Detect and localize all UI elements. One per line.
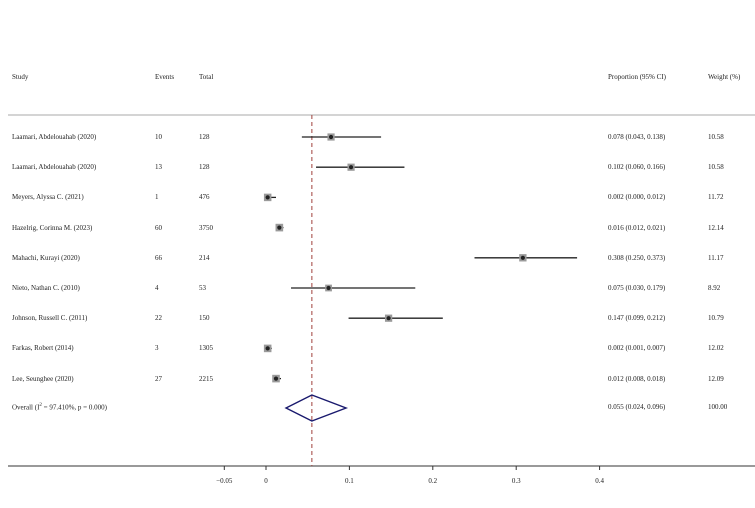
point-estimate bbox=[328, 134, 334, 140]
study-ci: 0.002 (0.000, 0.012) bbox=[608, 193, 666, 202]
study-events: 4 bbox=[155, 284, 159, 292]
study-total: 2215 bbox=[199, 374, 213, 383]
study-total: 3750 bbox=[199, 223, 213, 232]
study-total: 128 bbox=[199, 133, 210, 141]
study-weight: 10.79 bbox=[708, 314, 724, 323]
study-name: Hazelrig, Corinna M. (2023) bbox=[12, 223, 93, 232]
study-name: Meyers, Alyssa C. (2021) bbox=[12, 193, 84, 202]
study-total: 53 bbox=[199, 284, 206, 292]
overall-diamond bbox=[284, 394, 349, 422]
header-events: Events bbox=[155, 73, 175, 81]
study-ci: 0.078 (0.043, 0.138) bbox=[608, 133, 666, 141]
study-ci: 0.002 (0.001, 0.007) bbox=[608, 344, 666, 353]
point-estimate bbox=[386, 316, 391, 321]
point-estimate bbox=[520, 255, 525, 260]
header-weight: Weight (%) bbox=[708, 73, 741, 81]
point-estimate bbox=[326, 285, 331, 291]
study-total: 150 bbox=[199, 314, 210, 323]
study-ci: 0.308 (0.250, 0.373) bbox=[608, 253, 666, 262]
study-total: 128 bbox=[199, 163, 210, 172]
overall-weight: 100.00 bbox=[708, 403, 728, 411]
point-estimate bbox=[348, 165, 354, 170]
study-weight: 11.17 bbox=[708, 253, 724, 262]
x-tick-label: −0.05 bbox=[216, 477, 233, 485]
study-weight: 12.09 bbox=[708, 374, 724, 383]
study-total: 214 bbox=[199, 253, 210, 262]
study-ci: 0.102 (0.060, 0.166) bbox=[608, 163, 666, 172]
study-events: 27 bbox=[155, 374, 162, 383]
x-tick-label: 0.3 bbox=[512, 477, 521, 485]
x-tick-label: 0.4 bbox=[595, 477, 604, 485]
study-events: 60 bbox=[155, 223, 162, 232]
study-name: Lee, Seunghee (2020) bbox=[12, 374, 74, 383]
point-estimate bbox=[277, 225, 282, 230]
header-proportion-ci: Proportion (95% CI) bbox=[608, 73, 666, 81]
study-weight: 10.58 bbox=[708, 163, 724, 172]
study-weight: 11.72 bbox=[708, 193, 724, 202]
point-estimate bbox=[265, 346, 270, 351]
overall-ci: 0.055 (0.024, 0.096) bbox=[608, 403, 666, 411]
study-events: 10 bbox=[155, 133, 162, 141]
overall-label-prefix: Overall (I bbox=[12, 403, 40, 412]
x-tick-label: 0 bbox=[264, 477, 268, 485]
study-events: 13 bbox=[155, 163, 162, 172]
study-name: Nieto, Nathan C. (2010) bbox=[12, 284, 80, 292]
study-ci: 0.147 (0.099, 0.212) bbox=[608, 314, 666, 323]
x-tick-label: 0.2 bbox=[428, 477, 437, 485]
study-name: Farkas, Robert (2014) bbox=[12, 344, 74, 353]
study-name: Johnson, Russell C. (2011) bbox=[12, 314, 88, 323]
study-name: Laamari, Abdelouahab (2020) bbox=[12, 163, 97, 172]
study-weight: 10.58 bbox=[708, 133, 724, 141]
study-events: 66 bbox=[155, 253, 162, 262]
study-events: 22 bbox=[155, 314, 162, 323]
study-total: 1305 bbox=[199, 344, 213, 353]
study-name: Laamari, Abdelouahab (2020) bbox=[12, 133, 97, 141]
study-weight: 8.92 bbox=[708, 284, 721, 292]
x-tick-label: 0.1 bbox=[345, 477, 354, 485]
overall-label: Overall (I2 = 97.410%, p = 0.000) bbox=[12, 403, 107, 411]
study-weight: 12.02 bbox=[708, 344, 724, 353]
study-events: 3 bbox=[155, 344, 159, 353]
study-ci: 0.016 (0.012, 0.021) bbox=[608, 223, 666, 232]
study-ci: 0.075 (0.030, 0.179) bbox=[608, 284, 666, 292]
point-estimate bbox=[265, 195, 270, 200]
x-axis-ticks-group: −0.05 0 0.1 0.2 0.3 0.4 bbox=[216, 466, 604, 485]
study-name: Mahachi, Kurayi (2020) bbox=[12, 253, 80, 262]
point-estimate bbox=[273, 376, 279, 381]
study-events: 1 bbox=[155, 193, 159, 202]
header-study: Study bbox=[12, 73, 29, 81]
study-ci: 0.012 (0.008, 0.018) bbox=[608, 374, 666, 383]
overall-label-suffix: = 97.410%, p = 0.000) bbox=[41, 403, 107, 412]
study-total: 476 bbox=[199, 193, 210, 202]
overall-label-sup: 2 bbox=[39, 403, 42, 408]
header-total: Total bbox=[199, 73, 214, 81]
study-marks-group bbox=[263, 133, 578, 422]
study-weight: 12.14 bbox=[708, 223, 724, 232]
